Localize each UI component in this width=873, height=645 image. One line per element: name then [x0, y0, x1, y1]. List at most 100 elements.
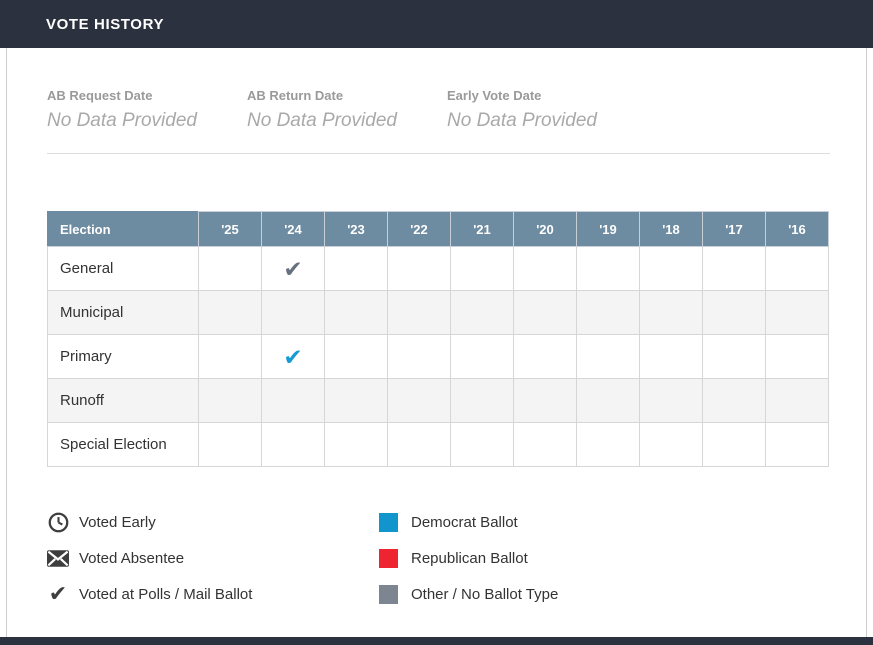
ab-return-date-value: No Data Provided [247, 110, 397, 131]
year-header: '18 [639, 211, 703, 247]
vote-cell [765, 422, 829, 467]
year-header: '24 [261, 211, 325, 247]
ab-request-date-field: AB Request Date No Data Provided [47, 88, 247, 132]
vote-cell [639, 422, 703, 467]
vote-cell [387, 378, 451, 423]
vote-cell [387, 290, 451, 335]
vote-cell [324, 246, 388, 291]
legend-item-republican-ballot: Republican Ballot [379, 547, 558, 569]
table-row: Runoff [47, 378, 829, 423]
legend-item-voted-early: Voted Early [47, 511, 379, 533]
legend-ballots-column: Democrat Ballot Republican Ballot Other … [379, 511, 558, 619]
vote-cell [513, 378, 577, 423]
table-row: General ✔ [47, 246, 829, 291]
row-label-special-election: Special Election [47, 422, 199, 467]
ab-request-date-value: No Data Provided [47, 110, 197, 131]
vote-cell [450, 290, 514, 335]
year-header: '25 [198, 211, 262, 247]
vote-check-icon: ✔ [283, 344, 303, 370]
vote-cell [639, 378, 703, 423]
year-header: '17 [702, 211, 766, 247]
ab-return-date-label: AB Return Date [247, 88, 344, 103]
vote-cell [765, 290, 829, 335]
check-icon: ✔ [48, 581, 68, 606]
vote-cell [576, 378, 640, 423]
panel-title-bar: VOTE HISTORY [0, 0, 873, 48]
ab-return-date-field: AB Return Date No Data Provided [247, 88, 447, 132]
vote-cell [387, 334, 451, 379]
vote-cell [513, 334, 577, 379]
table-row: Primary ✔ [47, 334, 829, 379]
vote-cell [513, 422, 577, 467]
vote-cell [765, 334, 829, 379]
vote-cell [198, 246, 262, 291]
legend-label: Voted at Polls / Mail Ballot [79, 585, 253, 603]
row-label-general: General [47, 246, 199, 291]
row-label-municipal: Municipal [47, 290, 199, 335]
vote-cell [324, 378, 388, 423]
early-vote-date-label: Early Vote Date [447, 88, 542, 103]
legend-symbols-column: Voted Early Voted Absentee ✔ Voted at Po… [47, 511, 379, 619]
vote-cell [450, 422, 514, 467]
row-label-runoff: Runoff [47, 378, 199, 423]
vote-cell [198, 290, 262, 335]
ab-request-date-label: AB Request Date [47, 88, 153, 103]
legend-item-voted-absentee: Voted Absentee [47, 547, 379, 569]
vote-history-table: Election '25 '24 '23 '22 '21 '20 '19 '18… [47, 211, 829, 467]
year-header: '21 [450, 211, 514, 247]
vote-cell [387, 422, 451, 467]
democrat-swatch-icon [379, 512, 398, 532]
year-header: '22 [387, 211, 451, 247]
vote-cell [261, 422, 325, 467]
bottom-bar [0, 637, 873, 645]
table-header-row: Election '25 '24 '23 '22 '21 '20 '19 '18… [47, 211, 829, 247]
year-header: '23 [324, 211, 388, 247]
year-header: '19 [576, 211, 640, 247]
vote-cell [702, 290, 766, 335]
row-label-primary: Primary [47, 334, 199, 379]
vote-history-card: AB Request Date No Data Provided AB Retu… [6, 48, 867, 637]
vote-check-icon: ✔ [283, 256, 303, 282]
year-header: '16 [765, 211, 829, 247]
vote-cell [261, 290, 325, 335]
legend-label: Voted Early [79, 513, 156, 531]
legend-label: Voted Absentee [79, 549, 185, 567]
vote-cell [324, 422, 388, 467]
section-divider [47, 153, 830, 154]
vote-cell [261, 378, 325, 423]
vote-cell [639, 334, 703, 379]
legend-item-voted-at-polls: ✔ Voted at Polls / Mail Ballot [47, 583, 379, 605]
vote-cell: ✔ [261, 246, 325, 291]
vote-cell: ✔ [261, 334, 325, 379]
vote-cell [576, 246, 640, 291]
vote-cell [450, 378, 514, 423]
vote-cell [702, 334, 766, 379]
legend-label: Democrat Ballot [411, 513, 518, 531]
legend-label: Other / No Ballot Type [411, 585, 559, 603]
vote-cell [198, 378, 262, 423]
vote-cell [576, 422, 640, 467]
clock-icon [47, 511, 69, 533]
vote-cell [702, 422, 766, 467]
vote-cell [387, 246, 451, 291]
vote-cell [198, 422, 262, 467]
vote-cell [639, 246, 703, 291]
vote-cell [765, 246, 829, 291]
vote-cell [576, 334, 640, 379]
vote-cell [513, 246, 577, 291]
other-swatch-icon [379, 584, 398, 604]
vote-cell [324, 334, 388, 379]
envelope-icon [47, 547, 69, 569]
vote-cell [702, 246, 766, 291]
legend-item-other-ballot: Other / No Ballot Type [379, 583, 558, 605]
absentee-summary: AB Request Date No Data Provided AB Retu… [7, 48, 866, 132]
legend-label: Republican Ballot [411, 549, 528, 567]
vote-cell [450, 334, 514, 379]
vote-cell [702, 378, 766, 423]
republican-swatch-icon [379, 548, 398, 568]
table-row: Special Election [47, 422, 829, 467]
election-column-header: Election [47, 211, 199, 247]
vote-cell [639, 290, 703, 335]
legend-item-democrat-ballot: Democrat Ballot [379, 511, 558, 533]
early-vote-date-value: No Data Provided [447, 110, 597, 131]
